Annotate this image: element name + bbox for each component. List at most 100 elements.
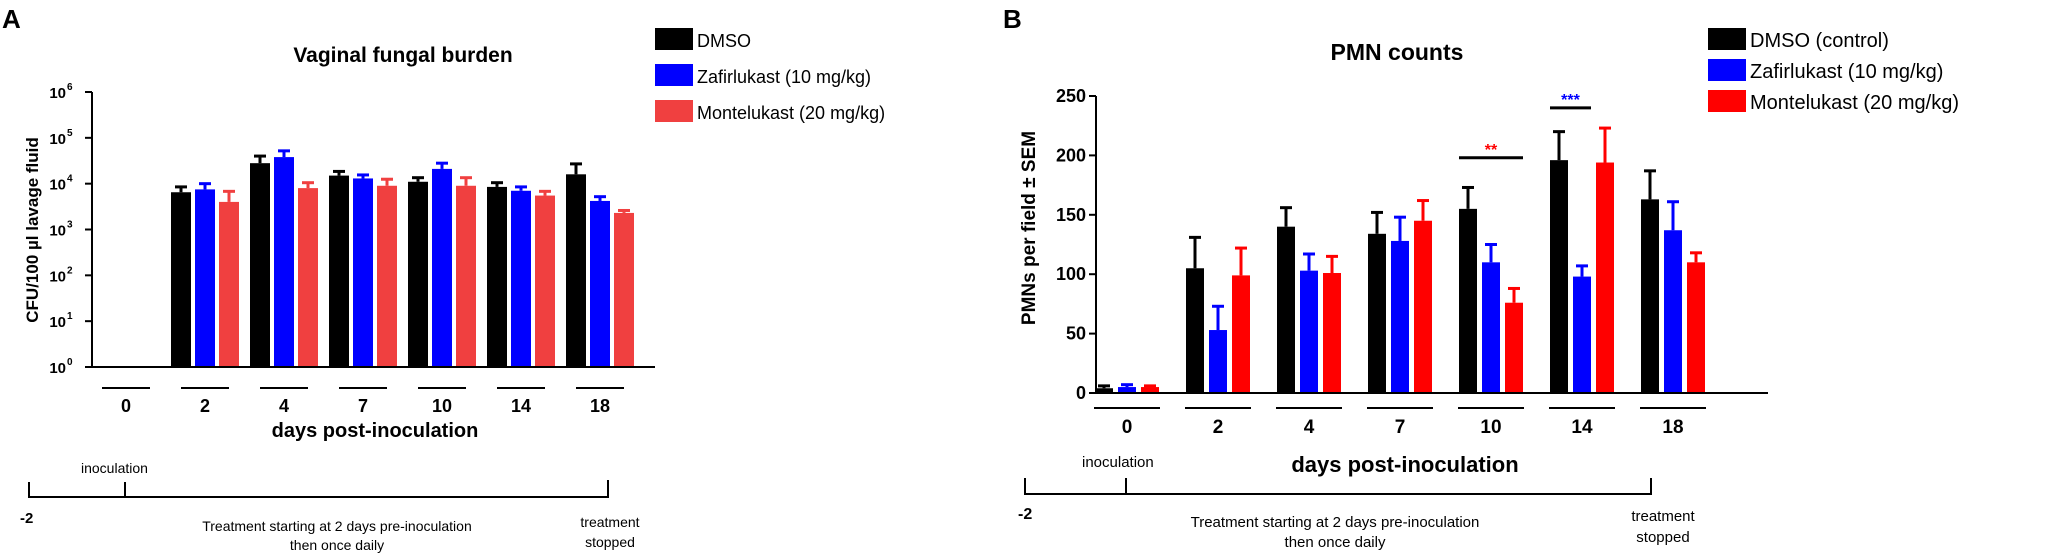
- category-label: 18: [590, 396, 610, 416]
- bar: [1664, 230, 1682, 393]
- legend-swatch: [655, 64, 693, 86]
- panel-b-timeline-start: -2: [1018, 506, 1032, 523]
- bar: [566, 174, 586, 367]
- category-label: 7: [1395, 417, 1406, 438]
- panel-a-treatment-line1: Treatment starting at 2 days pre-inocula…: [202, 518, 472, 534]
- bar: [1505, 302, 1523, 393]
- y-tick-label: 250: [1056, 86, 1086, 106]
- bar: [250, 163, 270, 367]
- y-tick-label: 10: [49, 360, 66, 377]
- bar: [1641, 199, 1659, 393]
- y-tick-label: 10: [49, 223, 66, 240]
- category-label: 14: [511, 396, 531, 416]
- y-tick-exponent: 1: [67, 311, 73, 322]
- bar: [1573, 276, 1591, 393]
- legend-label: Montelukast (20 mg/kg): [1750, 92, 1959, 114]
- bar: [1550, 160, 1568, 393]
- category-label: 2: [200, 396, 210, 416]
- category-label: 7: [358, 396, 368, 416]
- panel-a-bars: [171, 149, 634, 367]
- category-label: 10: [432, 396, 452, 416]
- bar: [377, 185, 397, 367]
- category-label: 0: [121, 396, 131, 416]
- y-tick-exponent: 4: [67, 174, 73, 185]
- y-tick-label: 50: [1066, 324, 1086, 344]
- legend-swatch: [655, 28, 693, 50]
- legend-label: DMSO: [697, 31, 751, 51]
- panel-b-xlabel: days post-inoculation: [1291, 452, 1518, 477]
- y-tick-label: 10: [49, 177, 66, 194]
- bar: [1368, 233, 1386, 393]
- panel-a-inoculation-label: inoculation: [81, 460, 148, 476]
- bar: [1459, 208, 1477, 393]
- y-tick-label: 10: [49, 314, 66, 331]
- y-tick-exponent: 3: [67, 220, 73, 231]
- panel-a-timeline: -2 inoculation Treatment starting at 2 d…: [20, 460, 640, 553]
- bar: [456, 185, 476, 367]
- bar: [614, 212, 634, 367]
- panel-b-treatment-line1: Treatment starting at 2 days pre-inocula…: [1191, 514, 1480, 531]
- panel-b-ylabel: PMNs per field ± SEM: [1019, 131, 1040, 325]
- panel-a-treatment-line2: then once daily: [290, 537, 384, 553]
- category-label: 4: [279, 396, 289, 416]
- panel-a-category-labels: 0 2 4 7 10 14 18: [102, 387, 624, 416]
- panel-a-legend: DMSO Zafirlukast (10 mg/kg) Montelukast (2…: [655, 28, 885, 123]
- y-tick-label: 10: [49, 131, 66, 148]
- significance-label: ***: [1561, 92, 1580, 109]
- legend-label: DMSO (control): [1750, 30, 1889, 52]
- panel-a-timeline-start: -2: [20, 510, 33, 527]
- panel-b-inoculation-label: inoculation: [1082, 454, 1154, 471]
- bar: [195, 189, 215, 367]
- bar: [487, 186, 507, 367]
- y-tick-label: 200: [1056, 145, 1086, 165]
- category-label: 0: [1122, 417, 1133, 438]
- panel-b-significance: *****: [1459, 92, 1591, 160]
- panel-b-treatment-line2: then once daily: [1285, 534, 1386, 551]
- panel-b-yaxis-ticks: 0 50 100 150 200 250: [1056, 86, 1096, 403]
- panel-b: B PMN counts PMNs per field ± SEM 0 50 100…: [1003, 4, 1959, 551]
- bar: [329, 175, 349, 367]
- y-tick-label: 100: [1056, 264, 1086, 284]
- bar: [432, 168, 452, 367]
- legend-swatch: [655, 100, 693, 122]
- y-tick-label: 10: [49, 268, 66, 285]
- panel-b-legend: DMSO (control) Zafirlukast (10 mg/kg) Mont…: [1708, 28, 1959, 114]
- bar: [1323, 273, 1341, 393]
- bar: [1141, 387, 1159, 393]
- category-label: 14: [1571, 417, 1593, 438]
- bar: [1232, 275, 1250, 393]
- panel-a-xlabel: days post-inoculation: [272, 420, 479, 442]
- panel-a-title: Vaginal fungal burden: [293, 44, 512, 67]
- bar: [511, 190, 531, 367]
- bar: [1687, 262, 1705, 393]
- bar: [298, 188, 318, 367]
- bar: [274, 157, 294, 367]
- bar: [1596, 162, 1614, 393]
- bar: [1277, 226, 1295, 393]
- panel-b-category-labels: 0 2 4 7 10 14 18: [1094, 407, 1706, 438]
- bar: [171, 192, 191, 367]
- legend-swatch: [1708, 28, 1746, 50]
- legend-label: Zafirlukast (10 mg/kg): [1750, 61, 1943, 83]
- panel-b-timeline: -2 inoculation Treatment starting at 2 d…: [1018, 454, 1696, 551]
- bar: [590, 200, 610, 367]
- bar: [535, 195, 555, 367]
- y-tick-exponent: 6: [67, 82, 73, 93]
- panel-b-title: PMN counts: [1331, 39, 1464, 65]
- panel-b-letter: B: [1003, 4, 1022, 34]
- bar: [353, 178, 373, 367]
- bar: [1482, 262, 1500, 393]
- bar: [1414, 220, 1432, 393]
- panel-b-stop-line2: stopped: [1636, 529, 1689, 546]
- bar: [219, 201, 239, 367]
- y-tick-label: 10: [49, 85, 66, 102]
- legend-swatch: [1708, 59, 1746, 81]
- bar: [1391, 240, 1409, 393]
- y-tick-exponent: 5: [67, 128, 73, 139]
- category-label: 10: [1480, 417, 1501, 438]
- bar: [1186, 268, 1204, 393]
- legend-label: Montelukast (20 mg/kg): [697, 103, 885, 123]
- panel-a-letter: A: [2, 4, 21, 34]
- bar: [1209, 330, 1227, 393]
